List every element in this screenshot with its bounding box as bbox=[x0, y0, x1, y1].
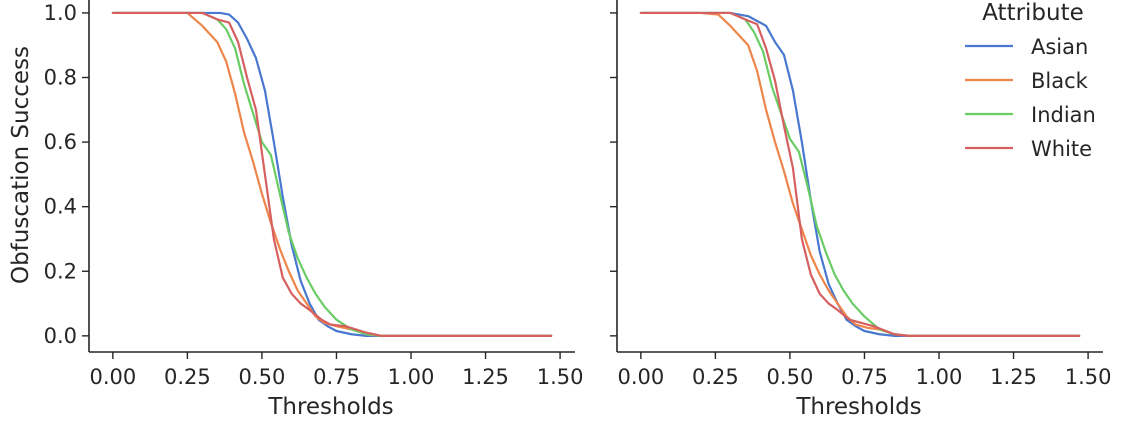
right-x-tick-label: 1.00 bbox=[916, 365, 963, 389]
left-y-tick-label: 0.8 bbox=[44, 66, 77, 90]
legend-label-asian: Asian bbox=[1031, 35, 1088, 59]
right-x-tick-label: 0.25 bbox=[692, 365, 739, 389]
legend-label-indian: Indian bbox=[1031, 103, 1096, 127]
legend-title: Attribute bbox=[982, 0, 1084, 26]
left-y-tick-label: 1.0 bbox=[44, 1, 77, 25]
left-series-line-asian bbox=[111, 11, 553, 337]
left-series-line-black bbox=[111, 11, 553, 337]
right-subplot: Thresholds 0.00 0.25 0.50 0.75 1.00 1.25 1.50 bbox=[610, 0, 1111, 420]
left-y-tick-label: 0.2 bbox=[44, 259, 77, 283]
left-x-tick-label: 0.50 bbox=[239, 365, 286, 389]
legend-label-white: White bbox=[1031, 137, 1092, 161]
right-x-tick-label: 0.00 bbox=[617, 365, 664, 389]
left-x-tick-label: 1.50 bbox=[537, 365, 584, 389]
left-series-line-white bbox=[111, 11, 553, 337]
left-y-tick-label: 0.6 bbox=[44, 130, 77, 154]
left-y-tick-label: 0.0 bbox=[44, 324, 77, 348]
right-series-line-asian bbox=[639, 11, 1081, 337]
legend-label-black: Black bbox=[1031, 69, 1089, 93]
right-x-tick-label: 1.50 bbox=[1065, 365, 1112, 389]
left-x-tick-label: 1.25 bbox=[462, 365, 509, 389]
left-x-axis-title: Thresholds bbox=[267, 394, 393, 420]
right-x-tick-label: 1.25 bbox=[990, 365, 1037, 389]
left-y-tick-label: 0.4 bbox=[44, 195, 77, 219]
right-x-tick-label: 0.50 bbox=[767, 365, 814, 389]
right-series-line-indian bbox=[639, 11, 1081, 337]
left-x-tick-label: 0.75 bbox=[313, 365, 360, 389]
right-series-line-white bbox=[639, 11, 1081, 337]
left-series-line-indian bbox=[111, 11, 553, 337]
legend: Attribute Asian Black Indian White bbox=[965, 0, 1096, 161]
right-x-axis-title: Thresholds bbox=[795, 394, 921, 420]
right-x-tick-label: 0.75 bbox=[841, 365, 888, 389]
left-x-tick-label: 0.00 bbox=[89, 365, 136, 389]
left-subplot: Obfuscation Success Thresholds 0.00 0.25 0… bbox=[8, 0, 583, 420]
left-x-tick-label: 1.00 bbox=[388, 365, 435, 389]
left-y-axis-title: Obfuscation Success bbox=[8, 46, 34, 284]
left-x-tick-label: 0.25 bbox=[164, 365, 211, 389]
right-series-line-black bbox=[639, 11, 1081, 337]
